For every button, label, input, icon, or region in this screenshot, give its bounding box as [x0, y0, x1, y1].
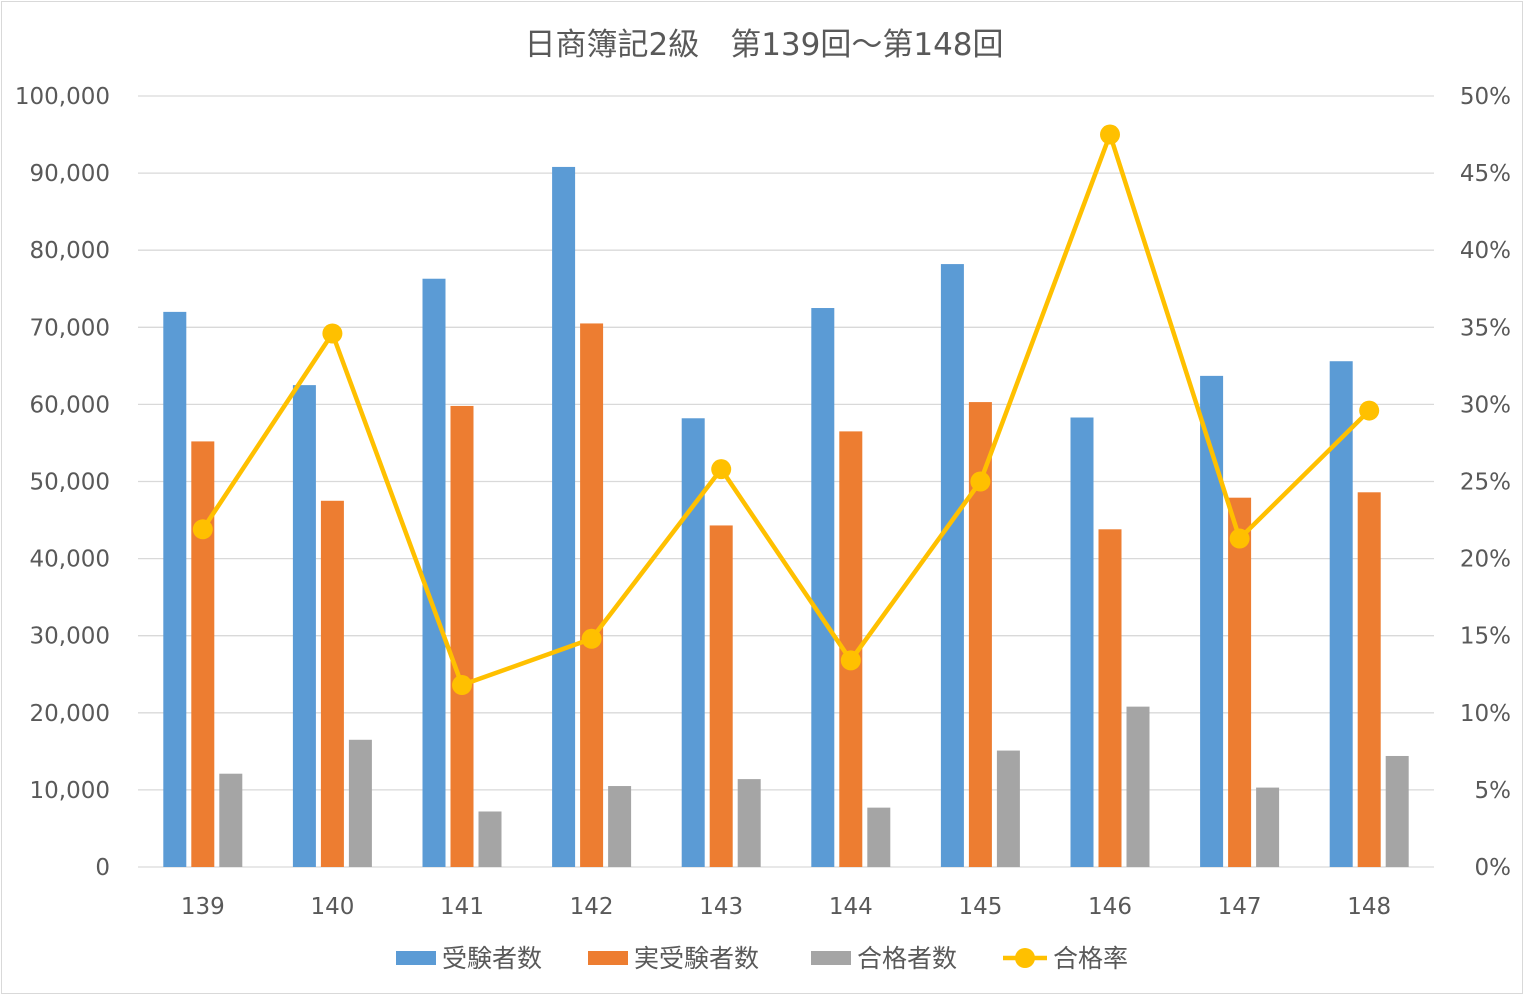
point-合格率-146 — [1100, 124, 1120, 145]
legend-swatch-合格者数 — [811, 951, 851, 965]
bar-合格者数-140 — [348, 739, 372, 867]
left-tick-label: 40,000 — [30, 547, 110, 573]
bar-合格者数-146 — [1126, 706, 1150, 867]
left-tick-label: 10,000 — [30, 778, 110, 804]
bar-series — [163, 166, 1409, 867]
bar-実受験者数-146 — [1098, 529, 1122, 867]
right-tick-label: 40% — [1460, 238, 1511, 264]
x-tick-label: 142 — [570, 894, 614, 920]
left-tick-label: 30,000 — [30, 624, 110, 650]
bar-受験者数-148 — [1329, 361, 1353, 867]
line-series — [192, 124, 1380, 696]
point-合格率-140 — [322, 323, 343, 344]
bar-受験者数-144 — [811, 308, 835, 867]
line-合格率 — [200, 132, 1372, 688]
right-tick-label: 10% — [1460, 701, 1511, 727]
bar-受験者数-141 — [422, 278, 446, 867]
right-tick-label: 45% — [1460, 161, 1511, 187]
bar-合格者数-139 — [219, 773, 243, 867]
left-tick-label: 80,000 — [30, 238, 110, 264]
x-tick-label: 148 — [1347, 894, 1391, 920]
bar-合格者数-145 — [996, 750, 1020, 867]
bar-実受験者数-140 — [320, 500, 344, 867]
bar-合格者数-143 — [737, 779, 761, 867]
bar-合格者数-148 — [1385, 755, 1409, 867]
bar-合格者数-142 — [608, 786, 632, 867]
left-tick-label: 90,000 — [30, 161, 110, 187]
x-tick-label: 145 — [958, 894, 1002, 920]
left-tick-label: 50,000 — [30, 470, 110, 496]
bar-合格者数-144 — [867, 807, 891, 867]
x-axis-ticks: 139 140 141 142 143 144 145 146 147 148 — [181, 894, 1391, 920]
left-tick-label: 60,000 — [30, 392, 110, 418]
left-tick-label: 20,000 — [30, 701, 110, 727]
x-tick-label: 140 — [310, 894, 354, 920]
bar-受験者数-139 — [163, 311, 187, 867]
bar-受験者数-146 — [1070, 417, 1094, 867]
right-tick-label: 20% — [1460, 547, 1511, 573]
bar-合格者数-141 — [478, 811, 502, 867]
left-tick-label: 100,000 — [15, 84, 110, 110]
left-axis-ticks: 0 10,000 20,000 30,000 40,000 50,000 60,000 70,… — [15, 84, 110, 881]
bar-実受験者数-144 — [839, 431, 863, 867]
point-合格率-139 — [192, 519, 213, 540]
right-tick-label: 35% — [1460, 315, 1511, 341]
legend-label-受験者数: 受験者数 — [442, 944, 542, 973]
right-tick-label: 30% — [1460, 392, 1511, 418]
x-tick-label: 144 — [829, 894, 873, 920]
right-tick-label: 5% — [1475, 778, 1512, 804]
bar-実受験者数-143 — [709, 525, 733, 867]
point-合格率-144 — [840, 650, 861, 671]
bar-受験者数-145 — [940, 264, 964, 867]
chart-title: 日商簿記2級 第139回～第148回 — [524, 27, 1003, 63]
point-合格率-143 — [711, 459, 732, 480]
point-合格率-148 — [1359, 400, 1380, 421]
right-tick-label: 50% — [1460, 84, 1511, 110]
right-tick-label: 0% — [1475, 855, 1512, 881]
point-合格率-141 — [452, 675, 472, 696]
bar-実受験者数-141 — [450, 405, 474, 867]
right-tick-label: 15% — [1460, 624, 1511, 650]
point-合格率-147 — [1229, 528, 1250, 549]
legend-label-実受験者数: 実受験者数 — [634, 944, 759, 973]
bar-実受験者数-145 — [968, 402, 992, 867]
bar-実受験者数-142 — [580, 323, 604, 867]
bar-実受験者数-147 — [1228, 497, 1252, 867]
right-tick-label: 25% — [1460, 470, 1511, 496]
right-axis-ticks: 0% 5% 10% 15% 20% 25% 30% 35% 40% 45% 50% — [1460, 84, 1511, 881]
bar-実受験者数-139 — [191, 441, 215, 867]
x-tick-label: 146 — [1088, 894, 1132, 920]
legend-swatch-受験者数 — [396, 951, 436, 965]
x-tick-label: 147 — [1218, 894, 1262, 920]
x-tick-label: 139 — [181, 894, 225, 920]
legend-marker-合格率 — [1015, 948, 1035, 968]
legend-label-合格率: 合格率 — [1053, 944, 1128, 973]
left-tick-label: 0 — [95, 855, 110, 881]
legend-label-合格者数: 合格者数 — [857, 944, 957, 973]
x-tick-label: 141 — [440, 894, 484, 920]
bar-実受験者数-148 — [1357, 492, 1381, 867]
point-合格率-142 — [581, 628, 602, 649]
legend-swatch-実受験者数 — [588, 951, 628, 965]
bar-受験者数-142 — [552, 166, 576, 867]
legend: 受験者数 実受験者数 合格者数 合格率 — [396, 944, 1128, 973]
point-合格率-145 — [970, 471, 991, 492]
bar-受験者数-147 — [1200, 375, 1224, 867]
bar-合格者数-147 — [1256, 787, 1280, 867]
bar-受験者数-140 — [292, 385, 316, 867]
left-tick-label: 70,000 — [30, 315, 110, 341]
x-tick-label: 143 — [699, 894, 743, 920]
bar-受験者数-143 — [681, 418, 705, 867]
